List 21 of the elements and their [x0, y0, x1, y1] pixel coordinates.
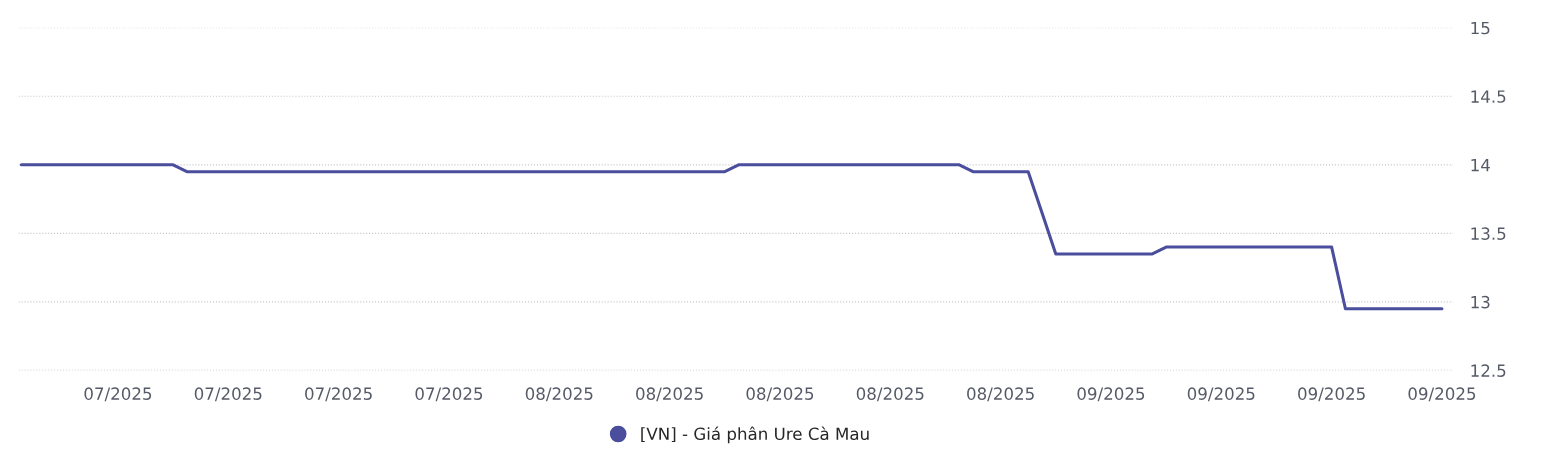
- line-series: [19, 163, 1444, 311]
- x-tick-label: 09/2025: [1187, 387, 1255, 402]
- x-tick-label: 07/2025: [84, 387, 152, 402]
- x-tick-label: 08/2025: [746, 387, 814, 402]
- y-tick-label: 12.5: [1471, 364, 1506, 377]
- x-tick-label: 08/2025: [967, 387, 1034, 402]
- x-tick-label: 09/2025: [1408, 387, 1476, 402]
- x-tick-label: 08/2025: [525, 387, 593, 402]
- x-tick-label: 09/2025: [1298, 387, 1365, 402]
- y-tick-label: 13: [1471, 295, 1490, 309]
- x-tick-label: 07/2025: [305, 387, 372, 402]
- y-tick-label: 13.5: [1471, 227, 1506, 240]
- y-tick-label: 15: [1471, 21, 1490, 35]
- x-tick-label: 07/2025: [194, 387, 262, 402]
- y-tick-label: 14.5: [1471, 90, 1506, 103]
- x-tick-label: 07/2025: [415, 387, 483, 402]
- x-tick-label: 08/2025: [856, 387, 924, 402]
- y-tick-label: 14: [1471, 159, 1490, 172]
- legend-label: [VN] - Giá phân Ure Cà Mau: [641, 426, 869, 444]
- x-tick-label: 08/2025: [636, 387, 703, 402]
- x-tick-label: 09/2025: [1077, 387, 1145, 402]
